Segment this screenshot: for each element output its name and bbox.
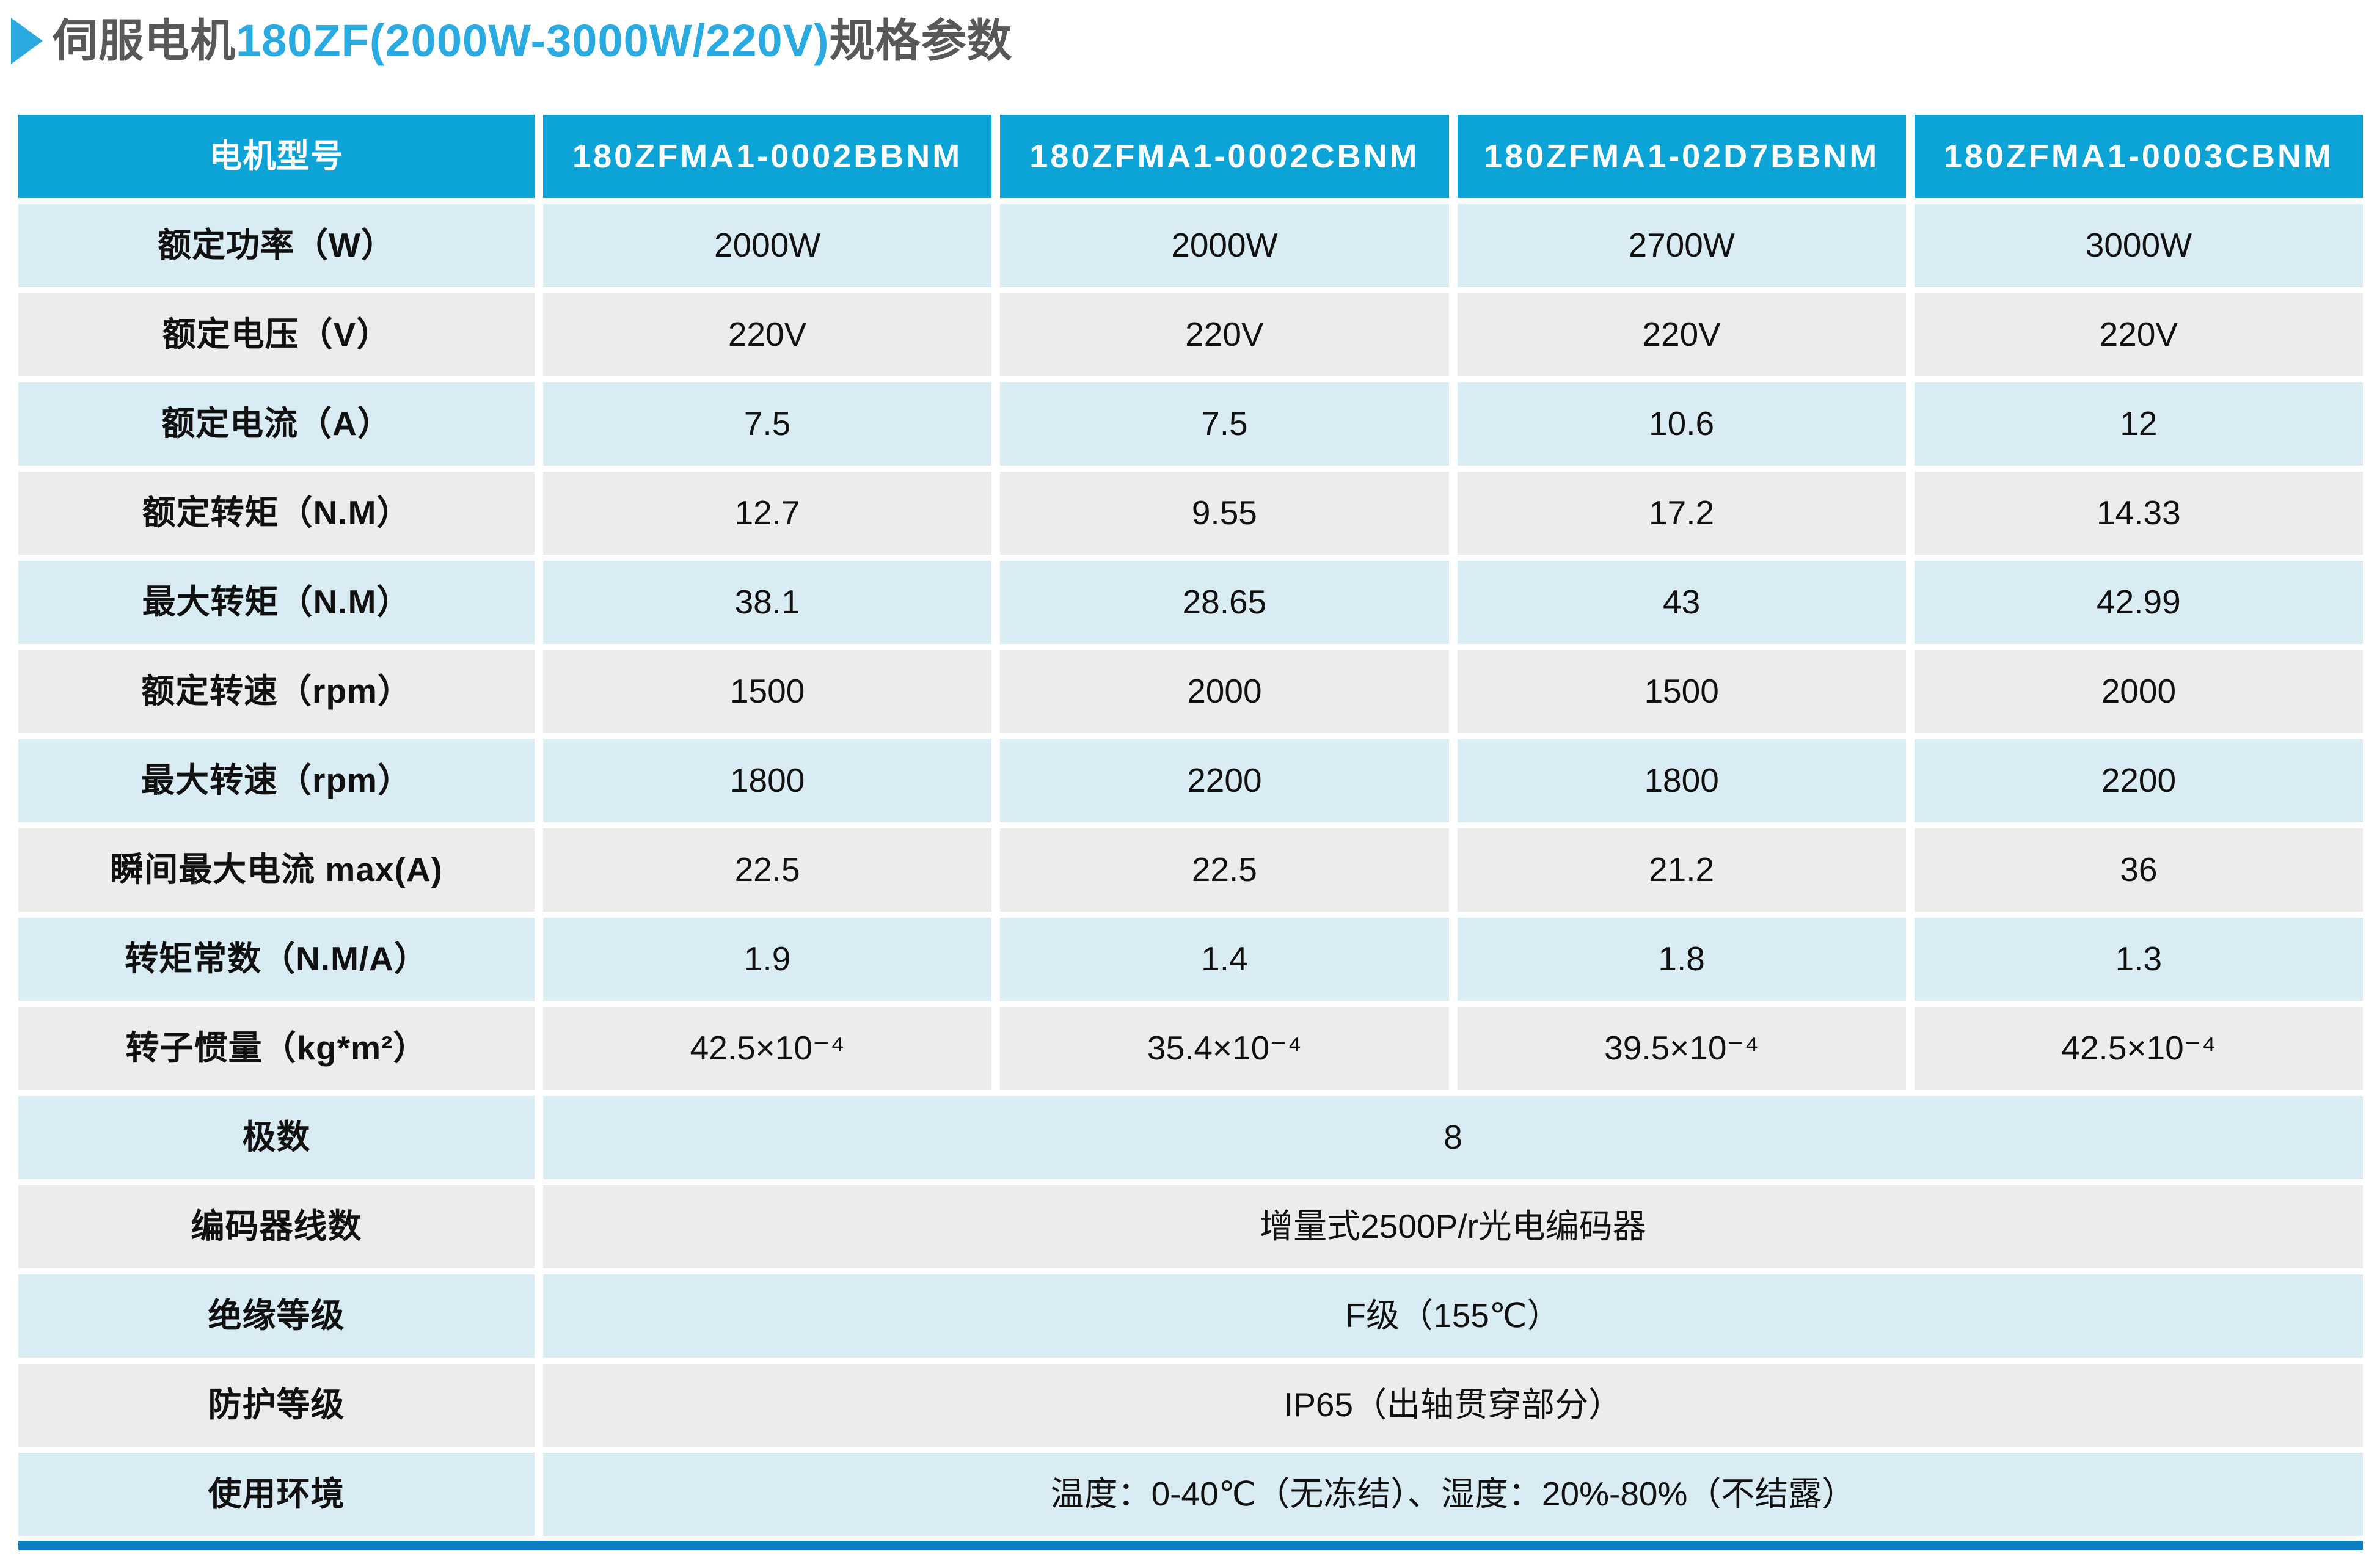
value-cell: 22.5 bbox=[1000, 828, 1449, 912]
row-label-insulation-class: 绝缘等级 bbox=[18, 1274, 535, 1358]
header-cell-model-4: 180ZFMA1-0003CBNM bbox=[1914, 115, 2363, 198]
merged-value-cell-insulation-class: F级（155℃） bbox=[543, 1274, 2363, 1358]
value-cell: 2700W bbox=[1457, 204, 1906, 287]
value-cell: 35.4×10⁻⁴ bbox=[1000, 1007, 1449, 1090]
row-label-rated-power: 额定功率（W） bbox=[18, 204, 535, 287]
row-label-rated-torque: 额定转矩（N.M） bbox=[18, 472, 535, 555]
value-cell: 9.55 bbox=[1000, 472, 1449, 555]
value-cell: 38.1 bbox=[543, 561, 992, 644]
page-title: 伺服电机180ZF(2000W-3000W/220V)规格参数 bbox=[11, 16, 1013, 65]
header-cell-model-2: 180ZFMA1-0002CBNM bbox=[1000, 115, 1449, 198]
row-label-pole-count: 极数 bbox=[18, 1096, 535, 1179]
value-cell: 10.6 bbox=[1457, 382, 1906, 466]
merged-value-cell-operating-environment: 温度：0-40℃（无冻结）、湿度：20%-80%（不结露） bbox=[543, 1453, 2363, 1536]
value-cell: 7.5 bbox=[1000, 382, 1449, 466]
value-cell: 42.5×10⁻⁴ bbox=[543, 1007, 992, 1090]
value-cell: 42.99 bbox=[1914, 561, 2363, 644]
value-cell: 14.33 bbox=[1914, 472, 2363, 555]
value-cell: 2000W bbox=[1000, 204, 1449, 287]
value-cell: 1800 bbox=[1457, 739, 1906, 822]
value-cell: 22.5 bbox=[543, 828, 992, 912]
merged-value-cell-pole-count: 8 bbox=[543, 1096, 2363, 1179]
value-cell: 2000W bbox=[543, 204, 992, 287]
value-cell: 220V bbox=[543, 293, 992, 376]
value-cell: 1500 bbox=[543, 650, 992, 733]
value-cell: 1800 bbox=[543, 739, 992, 822]
value-cell: 2200 bbox=[1000, 739, 1449, 822]
title-model-range: 180ZF(2000W-3000W/220V) bbox=[236, 15, 830, 66]
spec-table-section: 电机型号 180ZFMA1-0002BBNM 180ZFMA1-0002CBNM… bbox=[18, 115, 2363, 1550]
row-label-encoder-lines: 编码器线数 bbox=[18, 1185, 535, 1268]
row-label-rated-voltage: 额定电压（V） bbox=[18, 293, 535, 376]
value-cell: 1500 bbox=[1457, 650, 1906, 733]
row-label-rated-speed: 额定转速（rpm） bbox=[18, 650, 535, 733]
header-cell-model-3: 180ZFMA1-02D7BBNM bbox=[1457, 115, 1906, 198]
value-cell: 28.65 bbox=[1000, 561, 1449, 644]
title-suffix: 规格参数 bbox=[829, 15, 1013, 66]
value-cell: 43 bbox=[1457, 561, 1906, 644]
merged-value-cell-encoder-lines: 增量式2500P/r光电编码器 bbox=[543, 1185, 2363, 1268]
spec-table: 电机型号 180ZFMA1-0002BBNM 180ZFMA1-0002CBNM… bbox=[18, 115, 2363, 1536]
row-label-rotor-inertia: 转子惯量（kg*m²） bbox=[18, 1007, 535, 1090]
value-cell: 1.8 bbox=[1457, 918, 1906, 1001]
value-cell: 1.4 bbox=[1000, 918, 1449, 1001]
value-cell: 220V bbox=[1457, 293, 1906, 376]
value-cell: 36 bbox=[1914, 828, 2363, 912]
value-cell: 12.7 bbox=[543, 472, 992, 555]
bottom-accent-bar bbox=[18, 1541, 2363, 1550]
row-label-max-torque: 最大转矩（N.M） bbox=[18, 561, 535, 644]
value-cell: 21.2 bbox=[1457, 828, 1906, 912]
merged-value-cell-protection-class: IP65（出轴贯穿部分） bbox=[543, 1364, 2363, 1447]
header-cell-model-1: 180ZFMA1-0002BBNM bbox=[543, 115, 992, 198]
value-cell: 2000 bbox=[1000, 650, 1449, 733]
title-prefix: 伺服电机 bbox=[53, 15, 236, 66]
row-label-protection-class: 防护等级 bbox=[18, 1364, 535, 1447]
value-cell: 1.3 bbox=[1914, 918, 2363, 1001]
value-cell: 220V bbox=[1000, 293, 1449, 376]
page-title-text: 伺服电机180ZF(2000W-3000W/220V)规格参数 bbox=[53, 16, 1013, 65]
row-label-rated-current: 额定电流（A） bbox=[18, 382, 535, 466]
value-cell: 17.2 bbox=[1457, 472, 1906, 555]
value-cell: 220V bbox=[1914, 293, 2363, 376]
value-cell: 3000W bbox=[1914, 204, 2363, 287]
value-cell: 12 bbox=[1914, 382, 2363, 466]
value-cell: 2000 bbox=[1914, 650, 2363, 733]
value-cell: 1.9 bbox=[543, 918, 992, 1001]
row-label-instant-max-current: 瞬间最大电流 max(A) bbox=[18, 828, 535, 912]
value-cell: 2200 bbox=[1914, 739, 2363, 822]
value-cell: 7.5 bbox=[543, 382, 992, 466]
title-arrow-icon bbox=[11, 17, 43, 64]
row-label-max-speed: 最大转速（rpm） bbox=[18, 739, 535, 822]
header-cell-motor-model: 电机型号 bbox=[18, 115, 535, 198]
row-label-torque-constant: 转矩常数（N.M/A） bbox=[18, 918, 535, 1001]
row-label-operating-environment: 使用环境 bbox=[18, 1453, 535, 1536]
value-cell: 42.5×10⁻⁴ bbox=[1914, 1007, 2363, 1090]
value-cell: 39.5×10⁻⁴ bbox=[1457, 1007, 1906, 1090]
